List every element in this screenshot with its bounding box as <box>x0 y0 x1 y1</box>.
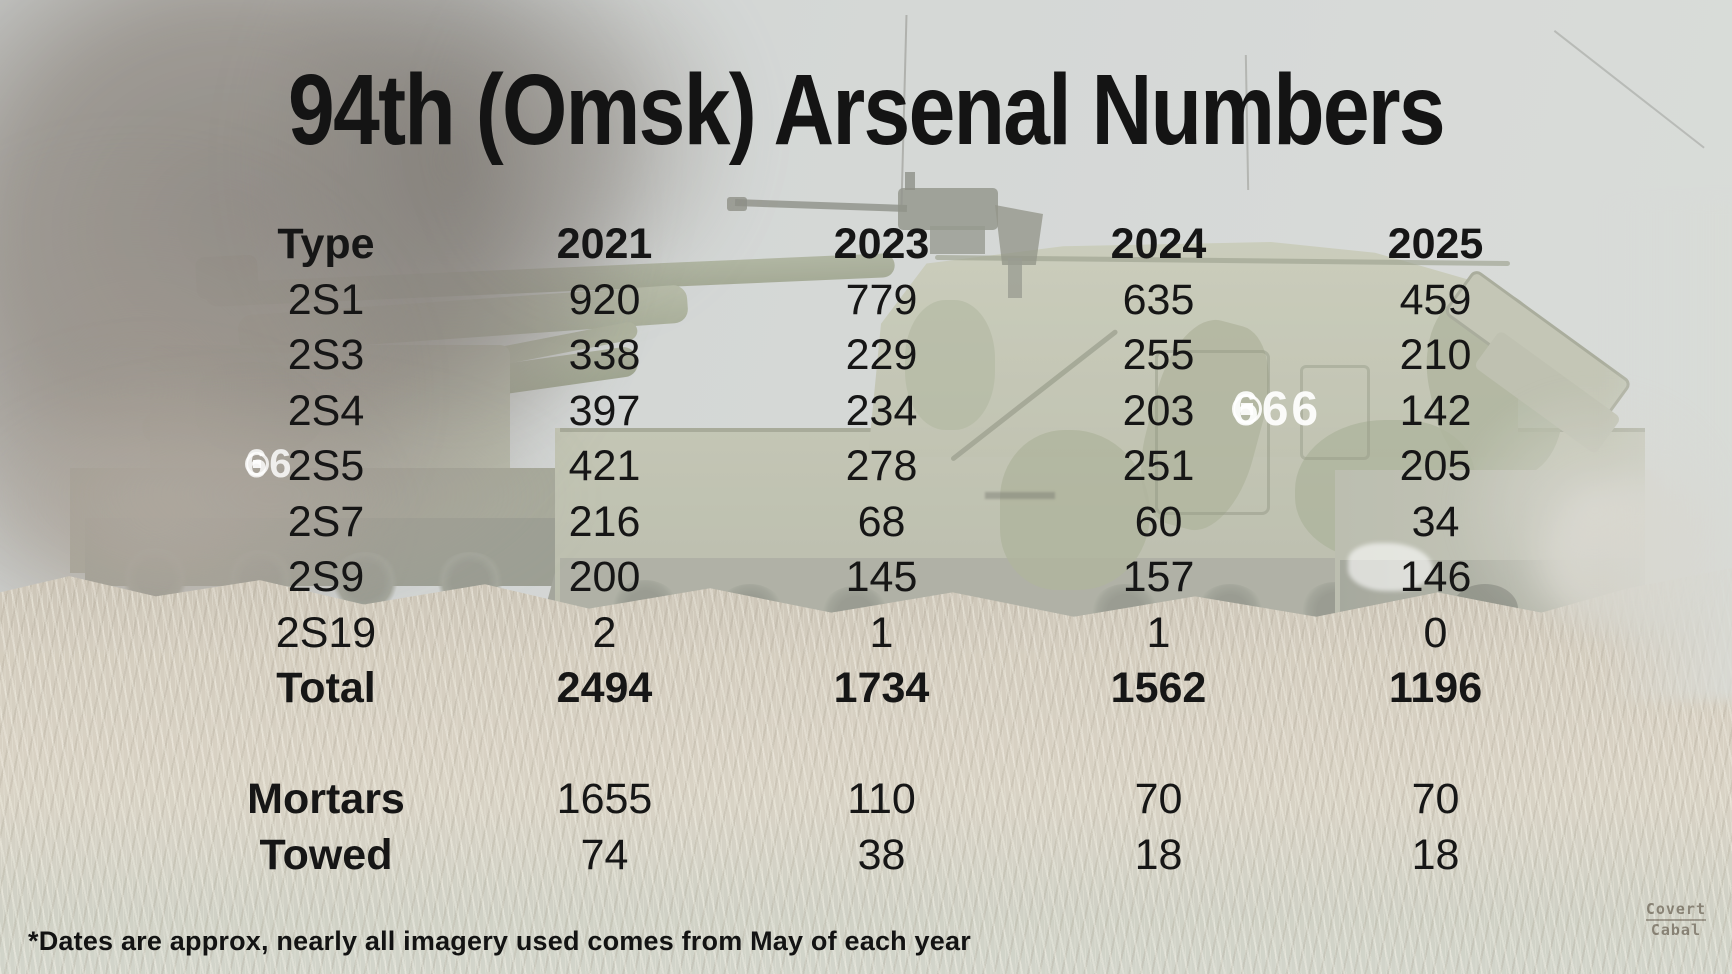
cell-mortars-2025: 70 <box>1411 775 1460 823</box>
cell-2s4-2025: 142 <box>1399 386 1472 435</box>
cell-2s3-2025: 210 <box>1399 331 1472 379</box>
vehicle-number-text: 666 <box>1232 382 1322 436</box>
row-label-2s7: 2S7 <box>287 497 365 546</box>
machine-gun-sight <box>905 172 915 190</box>
cell-2s19-2025: 0 <box>1423 608 1448 657</box>
grass-field <box>0 568 1732 974</box>
cell-2s9-2023: 145 <box>845 553 918 601</box>
row-label-2s9: 2S9 <box>287 553 365 601</box>
cell-mortars-2023: 110 <box>847 775 916 823</box>
cell-2s3-2024: 255 <box>1122 331 1195 379</box>
row-label-mortars: Mortars <box>247 775 405 823</box>
column-header-2024: 2024 <box>1110 220 1207 268</box>
machine-gun-receiver <box>898 188 998 230</box>
cell-total-2024: 1562 <box>1110 664 1207 712</box>
camo-patch <box>905 300 995 430</box>
cell-2s9-2021: 200 <box>568 553 641 601</box>
cell-2s7-2024: 60 <box>1134 497 1183 546</box>
cell-mortars-2024: 70 <box>1134 775 1183 823</box>
row-label-towed: Towed <box>259 830 393 879</box>
vehicle-number-text: 66 <box>245 441 294 486</box>
row-label-2s3: 2S3 <box>287 331 365 379</box>
cell-2s3-2021: 338 <box>568 331 641 379</box>
cell-2s1-2024: 635 <box>1122 275 1195 324</box>
row-label-2s5: 2S5 <box>287 442 365 490</box>
smoke-haze <box>0 380 580 610</box>
cell-2s4-2021: 397 <box>568 386 641 435</box>
cell-2s3-2023: 229 <box>845 331 918 379</box>
cell-2s19-2024: 1 <box>1146 608 1171 657</box>
watermark-line2: Cabal <box>1650 921 1701 939</box>
cell-2s5-2021: 421 <box>568 442 641 490</box>
page-title: 94th (Omsk) Arsenal Numbers <box>288 54 1446 166</box>
hull-stencil-text <box>985 492 1055 499</box>
cell-2s7-2023: 68 <box>857 497 906 546</box>
cell-mortars-2021: 1655 <box>556 775 653 823</box>
cell-2s9-2024: 157 <box>1122 553 1195 601</box>
arsenal-table: Type 2021 2023 2024 2025 2S1 920 779 635… <box>186 217 1574 883</box>
cell-towed-2023: 38 <box>857 830 906 879</box>
table-spacer <box>186 717 1574 773</box>
column-header-2023: 2023 <box>833 220 930 268</box>
cell-towed-2024: 18 <box>1134 830 1183 879</box>
turret-door-outline <box>1155 350 1270 515</box>
machine-gun-post <box>1008 258 1022 298</box>
camo-patch <box>1000 430 1150 590</box>
cell-2s4-2023: 234 <box>845 386 918 435</box>
cell-total-2025: 1196 <box>1388 664 1483 712</box>
cell-2s7-2025: 34 <box>1411 497 1460 546</box>
watermark: Covert Cabal <box>1645 900 1706 939</box>
row-label-2s4: 2S4 <box>287 386 365 435</box>
cell-2s7-2021: 216 <box>568 497 641 546</box>
fog-right <box>1450 380 1732 640</box>
vehicle-number-666: 666 <box>1232 383 1318 436</box>
cell-2s9-2025: 146 <box>1399 553 1472 601</box>
cell-2s19-2023: 1 <box>869 608 894 657</box>
row-label-2s1: 2S1 <box>287 275 365 324</box>
cell-2s1-2021: 920 <box>568 275 641 324</box>
cell-2s19-2021: 2 <box>592 608 617 657</box>
unit-emblem-icon <box>1232 394 1262 424</box>
cell-towed-2021: 74 <box>580 830 629 879</box>
cell-2s5-2024: 251 <box>1122 442 1195 490</box>
cell-2s5-2023: 278 <box>845 442 918 490</box>
column-header-2021: 2021 <box>556 220 653 268</box>
white-hull-marking <box>1348 543 1433 591</box>
cell-total-2023: 1734 <box>833 664 930 712</box>
column-header-type: Type <box>277 220 375 268</box>
watermark-line1: Covert <box>1645 900 1706 921</box>
cell-2s4-2024: 203 <box>1122 386 1195 435</box>
cell-2s1-2023: 779 <box>845 275 918 324</box>
cell-towed-2025: 18 <box>1411 830 1460 879</box>
row-label-2s19: 2S19 <box>275 608 377 657</box>
row-label-total: Total <box>276 664 376 712</box>
footnote: *Dates are approx, nearly all imagery us… <box>28 926 971 956</box>
machine-gun-mount <box>995 205 1043 265</box>
vehicle-number-66: 66 <box>245 442 292 486</box>
turret-hatch-outline <box>1300 365 1370 460</box>
column-header-2025: 2025 <box>1387 220 1484 268</box>
unit-emblem-icon <box>245 452 269 476</box>
cell-2s1-2025: 459 <box>1399 275 1472 324</box>
machine-gun-ammo-box <box>930 226 985 254</box>
smoke-wisp <box>430 0 760 320</box>
cell-2s5-2025: 205 <box>1399 442 1472 490</box>
cell-total-2021: 2494 <box>556 664 653 712</box>
